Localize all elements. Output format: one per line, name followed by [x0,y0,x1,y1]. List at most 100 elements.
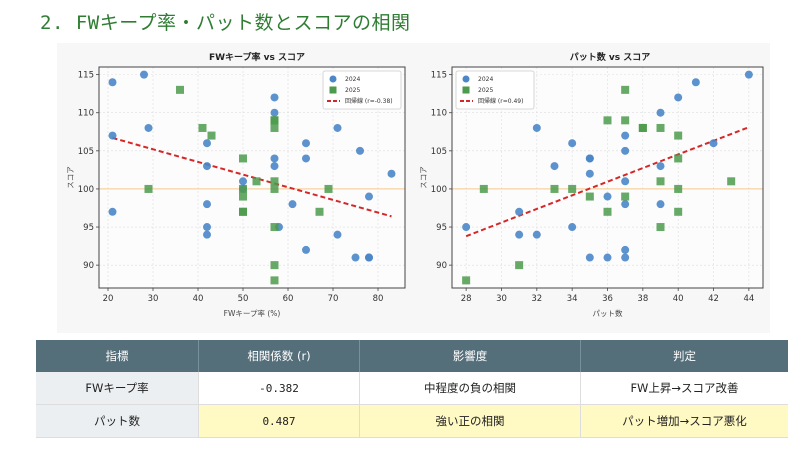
point-2025 [270,276,279,285]
point-2025 [727,177,736,186]
chart-title: FWキープ率 vs スコア [209,51,305,63]
point-2025 [674,184,683,193]
point-2024 [356,146,364,155]
point-2024 [585,169,594,178]
y-axis-label: スコア [66,166,75,189]
correlation-table: 指標 相関係数 (r) 影響度 判定 FWキープ率 -0.382 中程度の負の相… [36,340,788,438]
point-2024 [515,207,524,216]
x-tick-label: 38 [637,294,648,304]
y-tick-label: 110 [431,109,447,119]
point-2024 [515,230,524,239]
legend-marker-2024 [462,75,470,83]
point-2025 [315,207,324,216]
point-2025 [674,207,683,216]
legend: 2024 2025 回帰線 (r=-0.38) [322,70,402,110]
legend-label-regression: 回帰線 (r=-0.38) [345,97,393,105]
point-2024 [302,245,310,254]
legend-marker-2024 [329,75,337,83]
chart-fw-vs-score: FWキープ率 vs スコア 20 30 40 50 60 70 80 90 95 100 105 11… [66,51,406,318]
point-2024 [140,70,148,79]
chart-title: パット数 vs スコア [570,51,651,63]
point-2024 [550,162,559,171]
point-2024 [302,139,310,148]
point-2024 [351,253,360,262]
point-2025 [239,154,247,163]
point-2025 [603,207,612,216]
point-2024 [462,223,471,232]
point-2024 [365,253,373,262]
y-tick-label: 105 [78,147,94,157]
x-tick-label: 32 [531,294,542,304]
legend-label-2025: 2025 [345,87,360,94]
point-2024 [288,200,297,209]
header-correlation: 相関係数 (r) [198,340,360,372]
tick-labels: 28 30 32 34 36 38 40 42 44 90 95 100 105 110 115 [431,71,755,304]
point-2024 [603,192,612,201]
point-2024 [621,177,630,186]
section-heading: 2. FWキープ率・パット数とスコアの相関 [40,12,411,34]
point-2025 [207,131,216,140]
cell-correlation: -0.382 [198,372,360,405]
point-2024 [691,78,700,87]
regression-line [112,136,392,218]
point-2024 [603,253,612,262]
point-2025 [656,123,665,132]
legend-marker-2025 [329,86,337,94]
point-2024 [270,162,279,171]
regression-line [465,126,750,238]
point-2025 [638,123,647,132]
x-axis-label: FWキープ率 (%) [224,308,281,318]
point-2024 [656,108,665,117]
header-metric: 指標 [36,340,199,372]
point-2025 [324,184,333,193]
point-2024 [709,139,718,148]
point-2025 [621,116,630,125]
x-tick-label: 28 [461,294,472,304]
point-2025 [621,85,630,94]
point-2025 [239,207,247,216]
x-tick-label: 50 [238,294,249,304]
point-2024 [532,123,541,132]
point-2025 [270,177,279,186]
point-2025 [621,192,630,201]
point-2024 [621,131,630,140]
legend-box [322,70,402,110]
point-2024 [621,200,630,209]
point-2025 [270,123,279,132]
point-2025 [239,184,247,193]
point-2025 [656,223,665,232]
point-2024 [568,139,577,148]
y-tick-label: 115 [78,71,94,81]
y-tick-label: 100 [78,185,94,195]
y-tick-label: 90 [436,261,447,271]
point-2024 [744,70,753,79]
y-tick-label: 100 [431,185,447,195]
point-2024 [203,200,211,209]
table-header-row: 指標 相関係数 (r) 影響度 判定 [36,340,788,372]
point-2024 [585,253,594,262]
point-2024 [656,162,665,171]
data-points [462,70,753,285]
y-tick-label: 90 [83,261,94,271]
table-row: FWキープ率 -0.382 中程度の負の相関 FW上昇→スコア改善 [36,372,788,405]
point-2025 [270,223,279,232]
cell-impact: 強い正の相関 [359,404,581,438]
point-2024 [585,154,594,163]
x-tick-label: 40 [673,294,684,304]
cell-correlation: 0.487 [198,404,360,438]
point-2025 [270,261,279,270]
point-2024 [302,154,310,163]
y-tick-label: 115 [431,71,447,81]
point-2024 [621,245,630,254]
point-2025 [674,131,683,140]
point-2024 [270,108,279,117]
x-tick-label: 36 [602,294,613,304]
point-2025 [585,192,594,201]
cell-verdict: FW上昇→スコア改善 [580,372,788,405]
legend-label-regression: 回帰線 (r=0.49) [478,97,523,105]
point-2024 [621,253,630,262]
point-2024 [203,223,211,232]
point-2024 [568,223,577,232]
cell-impact: 中程度の負の相関 [359,372,581,405]
point-2024 [108,78,117,87]
